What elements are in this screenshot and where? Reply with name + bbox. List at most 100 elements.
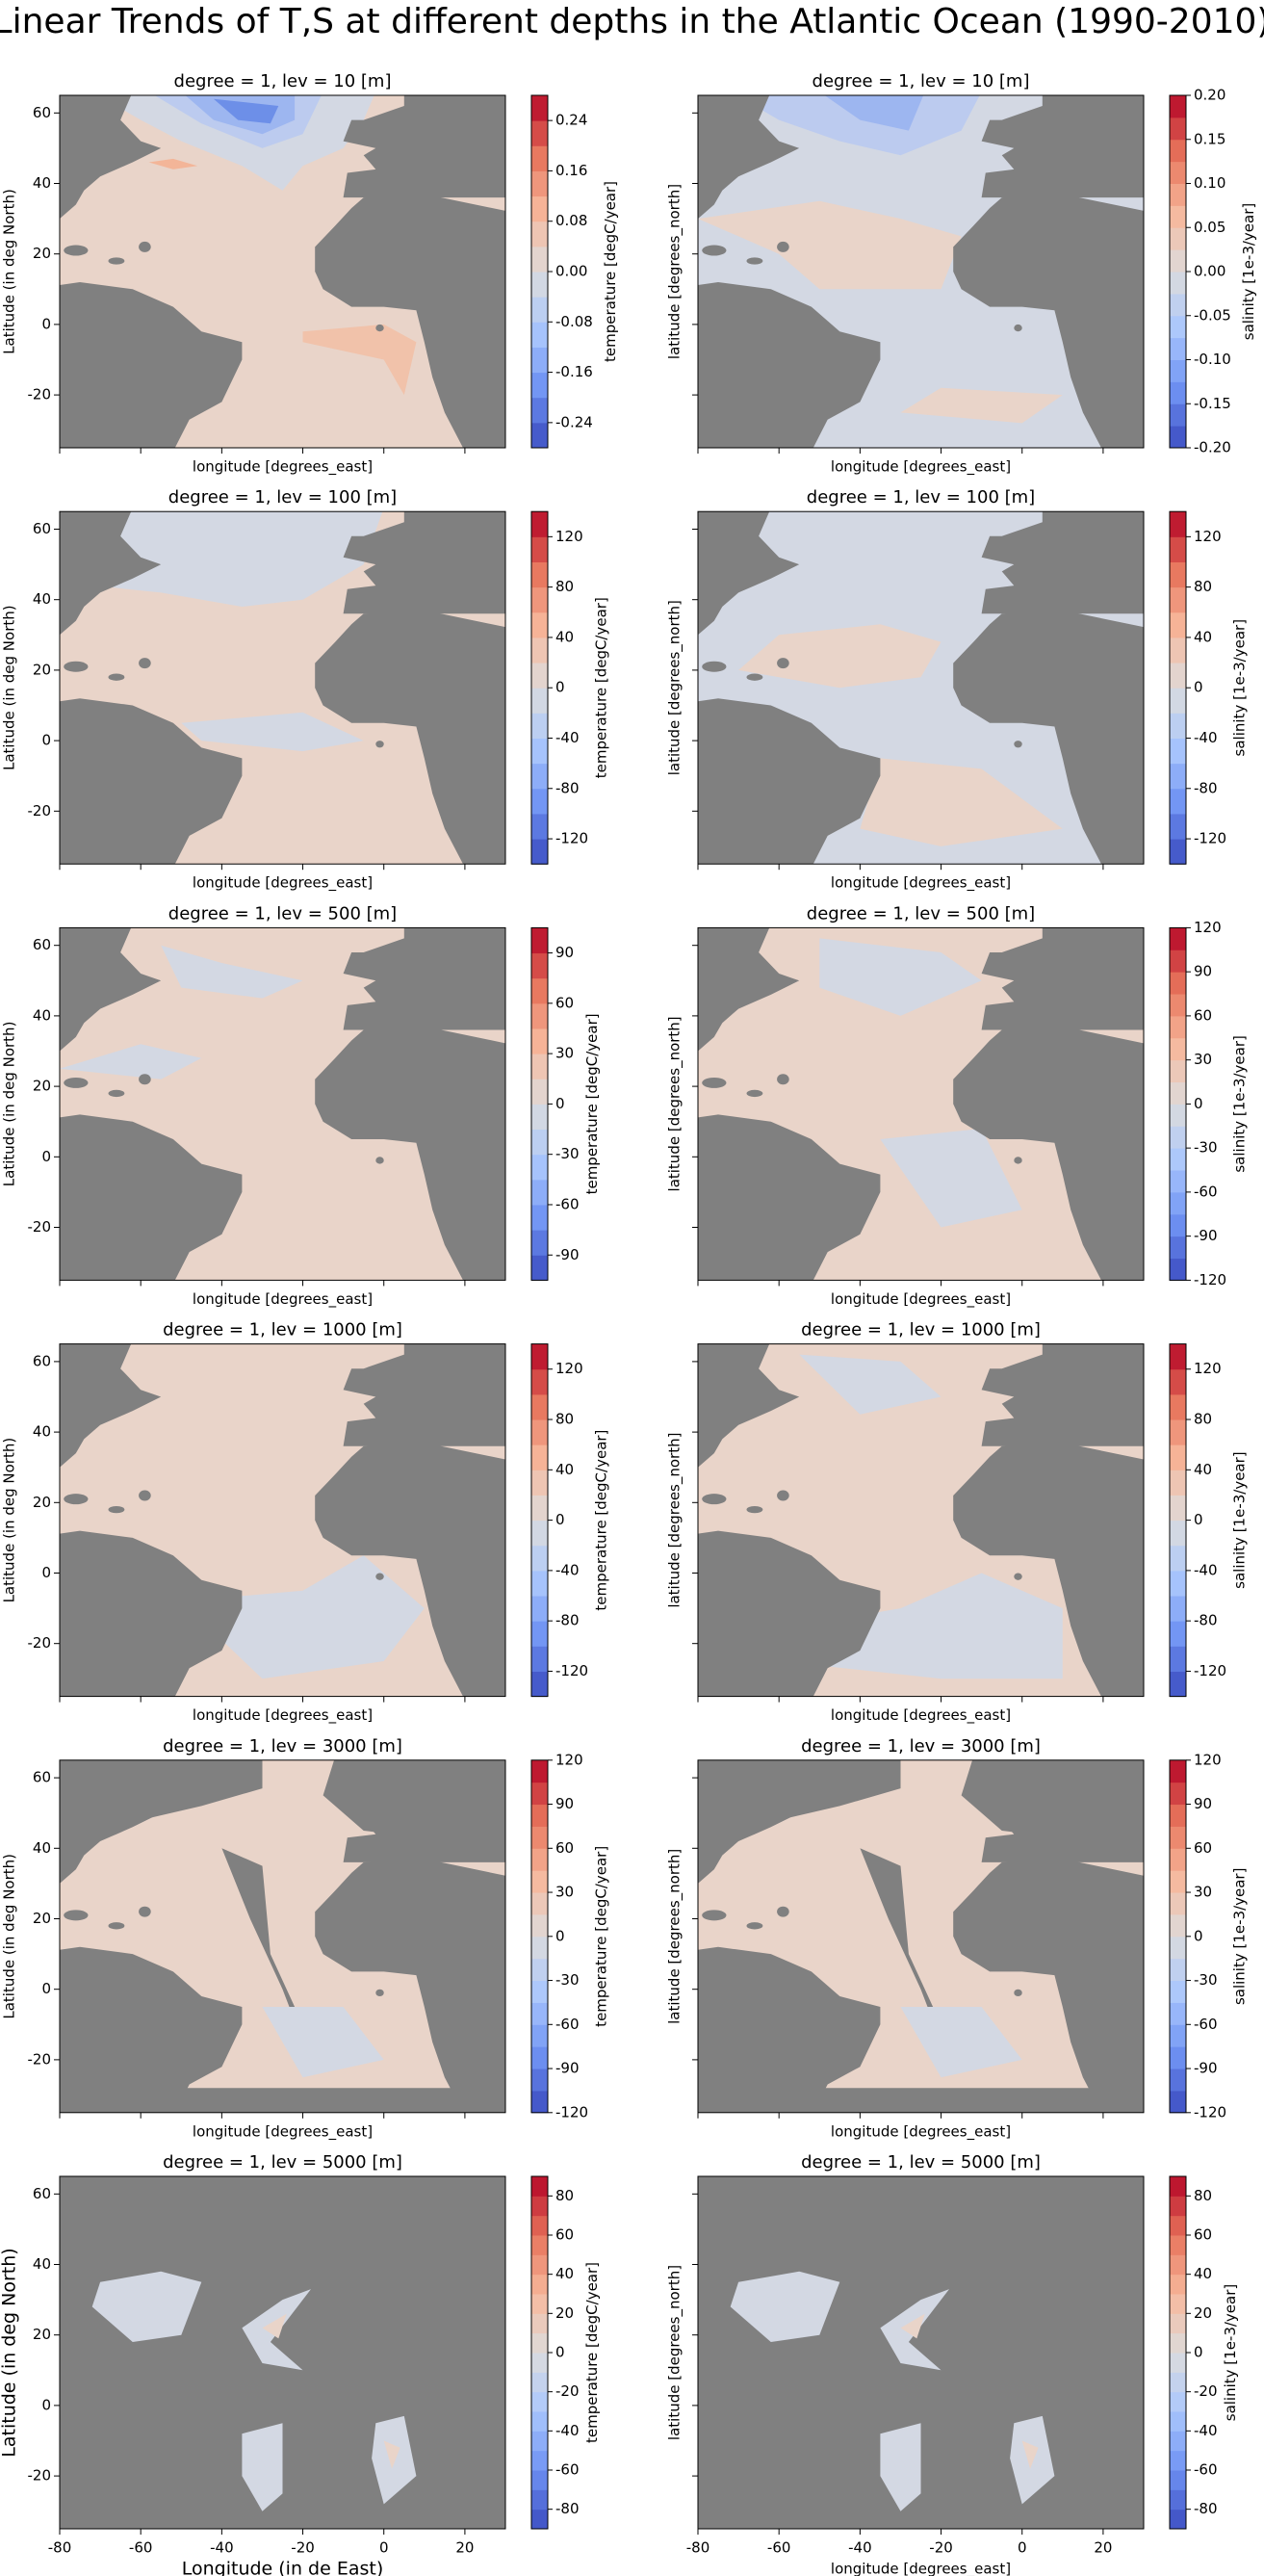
- ocean-patch: [698, 200, 962, 290]
- colorbar-tick-label: -120: [1194, 830, 1226, 847]
- colorbar-band: [531, 2254, 548, 2276]
- colorbar-tick-label: 0.20: [1194, 87, 1225, 104]
- y-tick-label: 20: [33, 245, 51, 262]
- axes-frame: [697, 510, 1145, 865]
- colorbar-band: [531, 2391, 548, 2412]
- ocean-patch: [736, 95, 980, 156]
- colorbar-tick-label: -0.24: [555, 413, 593, 430]
- colorbar-tick-label: -30: [555, 1145, 580, 1162]
- island: [64, 2326, 89, 2337]
- colorbar-band: [1170, 117, 1186, 141]
- ocean-patch: [262, 2007, 384, 2078]
- colorbar-band: [1170, 1980, 1186, 2003]
- island: [64, 1077, 89, 1088]
- colorbar-band: [531, 1646, 548, 1672]
- colorbar-label: temperature [degC/year]: [593, 1430, 610, 1611]
- colorbar-tick-label: -80: [1194, 1612, 1218, 1629]
- ocean-patch: [181, 712, 364, 752]
- panel-title: degree = 1, lev = 10 [m]: [813, 71, 1030, 91]
- map: [60, 2176, 505, 2529]
- island: [139, 1074, 151, 1085]
- panel: degree = 1, lev = 10 [m] -20 0 20 40 60 longit…: [1, 71, 620, 477]
- colorbar-band: [531, 1892, 548, 1915]
- colorbar-tick-label: 80: [555, 578, 574, 595]
- colorbar-tick-label: 90: [1194, 1795, 1212, 1812]
- x-tick-label: -60: [767, 2539, 791, 2557]
- land: [698, 511, 800, 636]
- ocean-patch: [860, 758, 1063, 846]
- y-tick-label: 20: [33, 1494, 51, 1511]
- colorbar-band: [1170, 2372, 1186, 2393]
- y-axis-label: Latitude (in deg North): [1, 1854, 18, 2019]
- colorbar-tick-label: -20: [555, 2382, 580, 2400]
- colorbar-band: [1170, 2450, 1186, 2471]
- land: [60, 1343, 162, 1468]
- colorbar-tick-label: 60: [555, 994, 574, 1011]
- colorbar-tick-label: -90: [555, 2060, 580, 2077]
- colorbar-band: [1170, 95, 1186, 118]
- colorbar-band: [531, 422, 548, 449]
- colorbar-tick-label: 20: [555, 2304, 574, 2322]
- colorbar-tick-label: 60: [1194, 1006, 1212, 1024]
- map: [698, 1343, 1144, 1697]
- colorbar-band: [531, 713, 548, 739]
- y-tick-label: 20: [33, 1910, 51, 1927]
- colorbar-band: [531, 2196, 548, 2217]
- colorbar-band: [1170, 1081, 1186, 1105]
- colorbar-band: [1170, 2332, 1186, 2354]
- colorbar-tick-label: -60: [555, 1195, 580, 1212]
- colorbar-band: [531, 297, 548, 323]
- colorbar-tick-label: -20: [1194, 2382, 1218, 2400]
- colorbar-band: [531, 2489, 548, 2511]
- y-tick-label: 0: [41, 1980, 51, 1997]
- colorbar-tick-label: 40: [1194, 2265, 1212, 2282]
- colorbar-tick-label: 0.15: [1194, 130, 1225, 147]
- axes-frame: [697, 2175, 1145, 2530]
- colorbar-band: [531, 322, 548, 348]
- island: [375, 2405, 384, 2413]
- ocean-patch: [91, 2271, 202, 2342]
- colorbar-band: [1170, 2046, 1186, 2069]
- y-axis-label: Latitude (in deg North): [0, 2248, 20, 2457]
- colorbar-band: [531, 2294, 548, 2314]
- island: [108, 1505, 125, 1514]
- colorbar-band: [1170, 586, 1186, 613]
- ocean-patch: [60, 2088, 505, 2113]
- island: [1014, 1157, 1022, 1164]
- figure-title: Linear Trends of T,S at different depths…: [0, 2, 1264, 41]
- colorbar-band: [531, 536, 548, 562]
- island: [64, 245, 89, 256]
- land: [60, 1114, 243, 1281]
- colorbar-band: [531, 347, 548, 374]
- land: [953, 194, 1144, 448]
- colorbar-band: [1170, 2411, 1186, 2432]
- colorbar-tick-label: 90: [555, 944, 574, 961]
- colorbar-band: [1170, 1444, 1186, 1470]
- colorbar-band: [531, 1079, 548, 1105]
- ocean-patch: [181, 1555, 425, 1679]
- colorbar-tick-label: 0: [555, 1927, 565, 1944]
- y-axis-label: latitude [degrees_north]: [666, 184, 684, 359]
- axes-frame: [59, 2175, 506, 2530]
- map: [698, 927, 1144, 1281]
- colorbar-tick-label: -30: [1194, 1971, 1218, 1989]
- colorbar-band: [1170, 1170, 1186, 1193]
- x-axis-label: longitude [degrees_east]: [831, 874, 1011, 893]
- colorbar-band: [1170, 1826, 1186, 1849]
- y-tick-label: 20: [33, 2326, 51, 2343]
- colorbar-band: [531, 1804, 548, 1827]
- colorbar-band: [1170, 561, 1186, 588]
- colorbar-band: [1170, 972, 1186, 995]
- x-tick-label: -80: [48, 2539, 72, 2557]
- colorbar-tick-label: -80: [555, 2500, 580, 2517]
- y-tick-label: -20: [28, 2467, 52, 2485]
- map: [60, 95, 505, 448]
- colorbar-band: [1170, 272, 1186, 295]
- land: [698, 1114, 881, 1281]
- island: [108, 2338, 125, 2346]
- island: [702, 1494, 727, 1505]
- land: [953, 1026, 1144, 1281]
- colorbar-band: [1170, 1520, 1186, 1547]
- colorbar-label: salinity [1e-3/year]: [1231, 1035, 1249, 1173]
- colorbar-band: [1170, 611, 1186, 638]
